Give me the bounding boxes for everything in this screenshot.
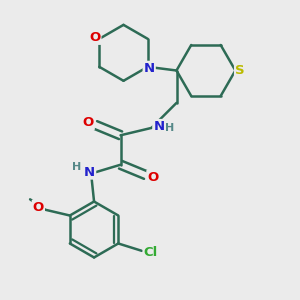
Text: Cl: Cl <box>143 246 158 259</box>
Text: S: S <box>235 64 244 77</box>
Text: H: H <box>165 123 174 133</box>
Text: O: O <box>82 116 94 129</box>
Text: N: N <box>84 166 95 178</box>
Text: O: O <box>147 171 159 184</box>
Text: H: H <box>72 162 82 172</box>
Text: N: N <box>153 120 164 133</box>
Text: N: N <box>144 62 155 75</box>
Text: O: O <box>33 201 44 214</box>
Text: O: O <box>89 31 100 44</box>
